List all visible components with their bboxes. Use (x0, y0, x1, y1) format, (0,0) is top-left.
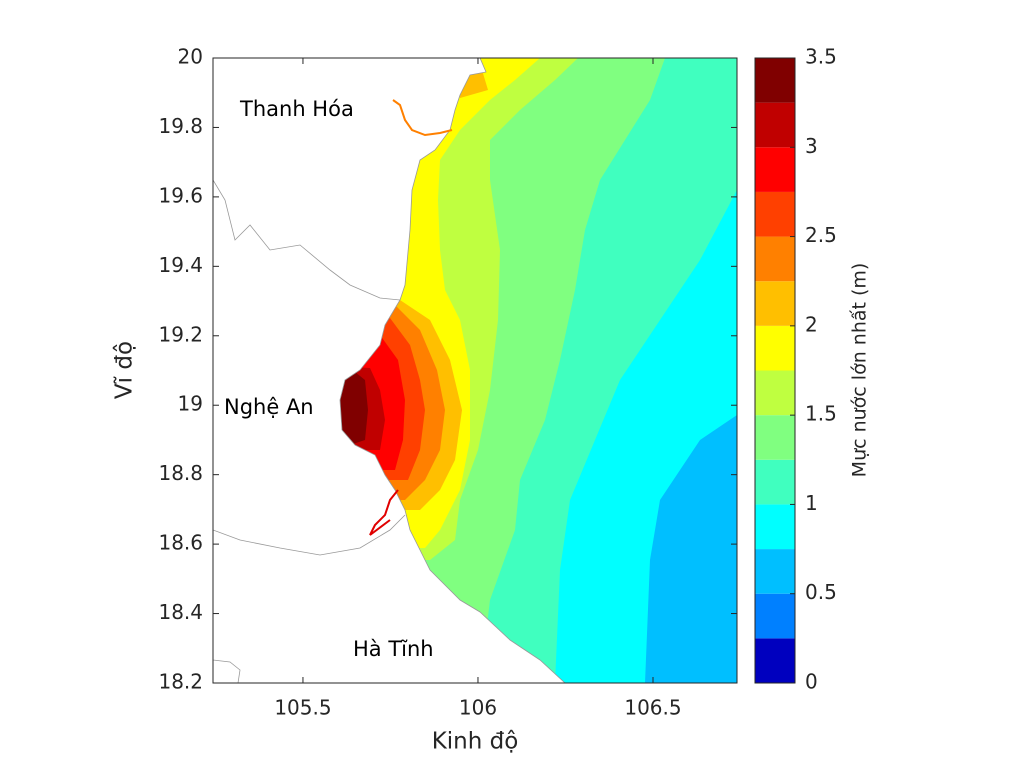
river (369, 489, 399, 536)
province-border (213, 659, 241, 683)
axes: 105.5 106 106.5 18.2 18.4 18.6 18.8 19 19.2 19.4 1… (158, 45, 836, 720)
colorbar-band (755, 638, 795, 683)
colorbar-band (755, 325, 795, 371)
colorbar-band (755, 58, 795, 103)
province-label: Hà Tĩnh (353, 637, 434, 661)
colorbar-band (755, 281, 795, 326)
colorbar-band (755, 102, 795, 148)
land (213, 58, 566, 683)
x-tick-label: 105.5 (274, 696, 331, 720)
colorbar-band (755, 549, 795, 594)
province-border (213, 514, 406, 556)
x-axis-label: Kinh độ (432, 729, 519, 755)
y-tick-label: 19.6 (158, 183, 203, 207)
colorbar-band (755, 459, 795, 505)
y-tick-label: 18.2 (158, 670, 203, 694)
plot-frame (212, 57, 738, 684)
colorbar-tick-label: 1 (805, 491, 818, 515)
colorbar-band (755, 370, 795, 416)
y-tick-label: 19.2 (158, 322, 203, 346)
y-tick-label: 18.8 (158, 461, 203, 485)
y-tick-label: 19 (178, 392, 203, 416)
province-label: Nghệ An (224, 395, 314, 419)
y-tick-label: 19.8 (158, 114, 203, 138)
colorbar-frame (754, 57, 796, 684)
colorbar-band (755, 504, 795, 550)
colorbar-label: Mực nước lớn nhất (m) (849, 263, 871, 478)
y-tick-label: 20 (178, 45, 203, 69)
province-label: Thanh Hóa (239, 97, 354, 121)
colorbar-tick-label: 0 (805, 670, 818, 694)
map (213, 58, 737, 683)
y-tick-label: 18.6 (158, 531, 203, 555)
colorbar-tick-label: 0.5 (805, 580, 837, 604)
colorbar-band (755, 415, 795, 460)
colorbar-band (755, 593, 795, 639)
y-tick-label: 19.4 (158, 253, 203, 277)
province-border (213, 179, 401, 301)
colorbar-band (755, 236, 795, 282)
y-axis-label: Vĩ độ (112, 341, 138, 399)
colorbar-tick-label: 1.5 (805, 402, 837, 426)
colorbar-tick-label: 3.5 (805, 45, 837, 69)
colorbar-tick-label: 2 (805, 312, 818, 336)
x-tick-label: 106 (459, 696, 497, 720)
x-tick-label: 106.5 (624, 696, 681, 720)
y-tick-label: 18.4 (158, 600, 203, 624)
colorbar-band (755, 191, 795, 237)
colorbar-tick-label: 3 (805, 134, 818, 158)
colorbar-tick-label: 2.5 (805, 223, 837, 247)
river (392, 99, 453, 137)
colorbar-band (755, 147, 795, 192)
